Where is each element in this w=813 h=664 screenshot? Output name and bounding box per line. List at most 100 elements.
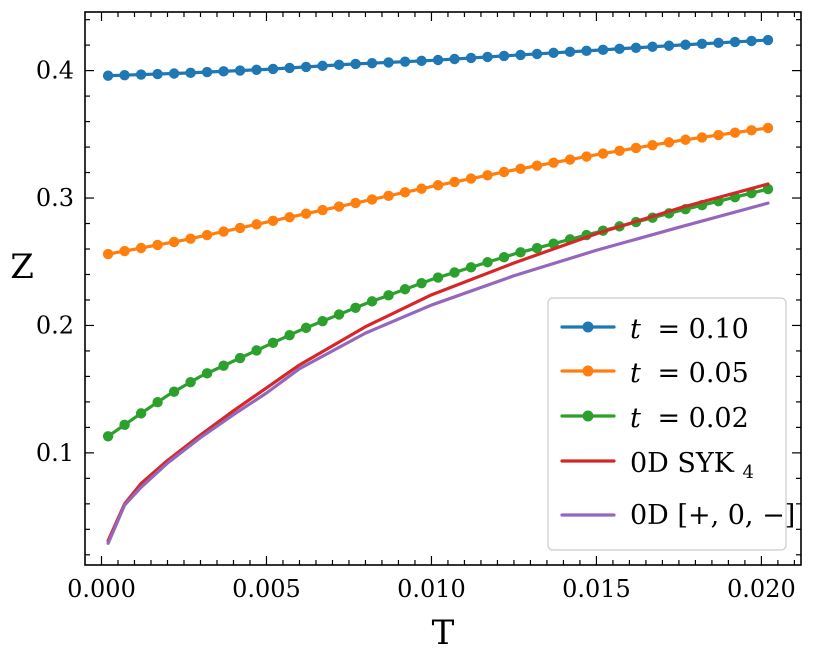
series-1-marker xyxy=(102,70,114,81)
plot-frame xyxy=(84,11,802,566)
series-3-marker xyxy=(482,257,493,268)
series-3-marker xyxy=(102,431,114,442)
series-2-marker xyxy=(317,204,328,216)
series-2-marker xyxy=(531,160,543,171)
series-1-marker xyxy=(647,41,658,52)
series-2-marker xyxy=(614,145,625,156)
series-2-marker xyxy=(647,139,658,151)
series-3-marker xyxy=(449,267,460,278)
series-1-marker xyxy=(663,40,675,51)
series-2-marker xyxy=(713,129,724,141)
series-2-marker xyxy=(762,122,774,134)
series-2-marker xyxy=(251,219,262,230)
series-group xyxy=(102,34,774,545)
series-3-marker xyxy=(515,247,526,258)
series-1-marker xyxy=(300,61,312,73)
series-2-marker xyxy=(680,134,691,145)
series-1-marker xyxy=(630,42,642,53)
x-axis-label: T xyxy=(432,613,455,653)
series-3-marker xyxy=(234,352,246,364)
legend-entry-1-value: = 0.10 xyxy=(657,314,748,345)
series-1-marker xyxy=(696,38,708,50)
series-3-marker xyxy=(267,337,279,348)
series-line-4 xyxy=(106,182,770,543)
series-2-marker xyxy=(284,212,295,223)
x-tick-label: 0.010 xyxy=(397,575,466,603)
series-1-marker xyxy=(416,55,427,67)
legend-swatch-marker-2 xyxy=(582,365,594,377)
series-1-marker xyxy=(399,56,411,67)
series-3-marker xyxy=(383,290,394,301)
series-3-marker xyxy=(317,315,328,327)
series-2-marker xyxy=(663,137,675,148)
series-3-marker xyxy=(366,296,378,307)
series-1-marker xyxy=(267,63,279,75)
series-2-marker xyxy=(300,208,312,219)
series-1-marker xyxy=(614,43,625,54)
legend-entry-3-value: = 0.02 xyxy=(657,403,748,434)
series-1-marker xyxy=(366,57,378,69)
series-2-marker xyxy=(597,148,609,159)
x-tick-label: 0.015 xyxy=(562,575,631,603)
legend-entry-3-var: t xyxy=(630,403,641,434)
series-3-marker xyxy=(531,242,543,254)
series-2-marker xyxy=(185,233,196,244)
series-3-marker xyxy=(152,397,163,408)
series-1-marker xyxy=(713,37,724,49)
series-2-marker xyxy=(416,183,427,194)
series-3-marker xyxy=(168,386,180,397)
series-3-marker xyxy=(350,302,361,313)
series-1-marker xyxy=(135,69,147,80)
series-1-marker xyxy=(119,69,130,81)
legend-swatches xyxy=(560,321,616,517)
series-1-marker xyxy=(284,62,295,74)
series-2-marker xyxy=(630,142,642,154)
series-2-marker xyxy=(267,215,279,227)
y-tick-label: 0.4 xyxy=(36,57,74,85)
series-1-marker xyxy=(185,67,196,79)
series-2-marker xyxy=(399,187,411,198)
legend-entry-4-main: 0D SYK xyxy=(630,448,735,479)
legend-swatch-marker-1 xyxy=(582,321,594,333)
series-3-marker xyxy=(284,329,295,341)
legend-entry-4-subscript: 4 xyxy=(743,462,754,483)
series-line-5 xyxy=(106,201,770,545)
series-1-marker xyxy=(317,60,328,72)
series-1-marker xyxy=(482,51,493,63)
legend-entry-5-text: 0D [+, 0, −] xyxy=(630,500,795,531)
legend-entry-2-value: = 0.05 xyxy=(657,358,748,389)
series-1-marker xyxy=(564,46,576,58)
series-1-marker xyxy=(168,68,180,79)
series-1-marker xyxy=(597,44,609,56)
series-3-marker xyxy=(185,376,196,388)
series-1-marker xyxy=(548,47,559,59)
series-2-marker xyxy=(333,201,345,212)
series-3-marker xyxy=(548,238,559,249)
series-3-marker xyxy=(416,278,427,289)
series-1-marker xyxy=(152,68,163,80)
series-1-marker xyxy=(218,66,229,77)
series-1-marker xyxy=(515,49,526,61)
legend-swatch-marker-3 xyxy=(582,410,594,422)
series-3-marker xyxy=(119,419,130,431)
series-2-marker xyxy=(135,242,147,254)
legend-entry-1-var: t xyxy=(630,314,641,345)
series-3-marker xyxy=(399,284,411,295)
series-2-marker xyxy=(201,229,213,241)
series-2-marker xyxy=(234,222,246,234)
legend-entry-4-text: 0D SYK 4 xyxy=(630,448,754,483)
series-2-marker xyxy=(102,248,114,260)
y-tick-label: 0.3 xyxy=(36,184,74,212)
series-2-marker xyxy=(350,197,361,209)
series-2-marker xyxy=(581,151,592,162)
series-2-marker xyxy=(465,173,477,184)
series-2-marker xyxy=(218,226,229,237)
legend-entry-3-text: t = 0.02 xyxy=(630,403,749,434)
series-1-marker xyxy=(729,36,741,48)
series-1-marker xyxy=(680,39,691,50)
series-2-marker xyxy=(432,180,444,191)
legend-entry-2-var: t xyxy=(630,358,641,389)
series-2-marker xyxy=(729,127,741,138)
series-3-marker xyxy=(432,272,444,283)
legend: t = 0.10 t = 0.05 t = 0.02 0D SYK 4 0D [… xyxy=(547,297,795,551)
